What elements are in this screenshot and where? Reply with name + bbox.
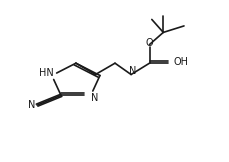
- Text: N: N: [91, 93, 98, 103]
- Text: N: N: [27, 100, 35, 110]
- Text: HN: HN: [38, 68, 53, 78]
- Text: O: O: [145, 38, 153, 48]
- Text: N: N: [128, 66, 135, 76]
- Text: OH: OH: [173, 57, 188, 67]
